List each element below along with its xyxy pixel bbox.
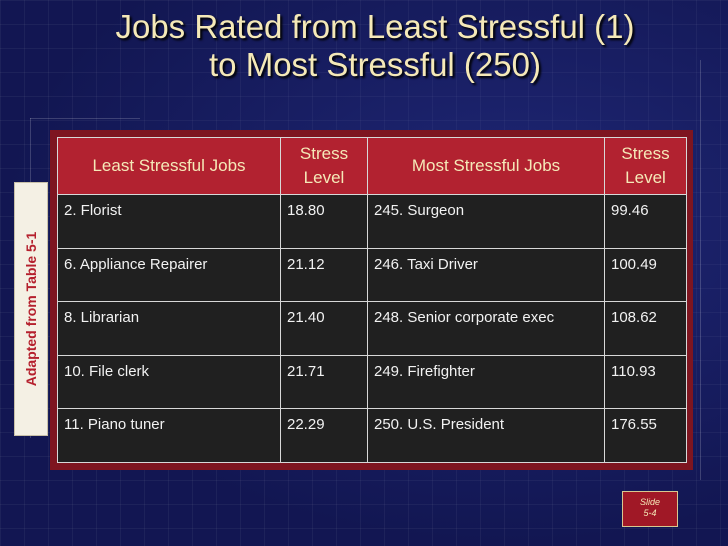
least-job-cell: 8. Librarian bbox=[57, 301, 281, 356]
least-job-cell: 2. Florist bbox=[57, 194, 281, 249]
most-job-cell: 249. Firefighter bbox=[367, 354, 605, 410]
table-row: 2. Florist 18.80 245. Surgeon 99.46 bbox=[57, 194, 687, 249]
least-level-cell: 18.80 bbox=[280, 194, 368, 249]
header-least-stressful-jobs: Least Stressful Jobs bbox=[57, 137, 281, 195]
table-row: 10. File clerk 21.71 249. Firefighter 11… bbox=[57, 354, 687, 410]
most-level-cell: 176.55 bbox=[604, 408, 687, 463]
decorative-line bbox=[30, 118, 140, 119]
most-level-cell: 108.62 bbox=[604, 301, 687, 356]
most-level-cell: 100.49 bbox=[604, 247, 687, 303]
table-row: 8. Librarian 21.40 248. Senior corporate… bbox=[57, 301, 687, 356]
least-job-cell: 6. Appliance Repairer bbox=[57, 247, 281, 303]
source-label-text: Adapted from Table 5-1 bbox=[23, 231, 39, 387]
least-level-cell: 21.12 bbox=[280, 247, 368, 303]
least-job-cell: 11. Piano tuner bbox=[57, 408, 281, 463]
most-job-cell: 245. Surgeon bbox=[367, 194, 605, 249]
header-most-stressful-jobs: Most Stressful Jobs bbox=[367, 137, 605, 195]
slide-number-badge: Slide 5-4 bbox=[622, 491, 678, 527]
stress-table: Least Stressful Jobs Stress Level Most S… bbox=[57, 137, 687, 463]
most-level-cell: 110.93 bbox=[604, 354, 687, 410]
least-level-cell: 21.71 bbox=[280, 354, 368, 410]
table-row: 6. Appliance Repairer 21.12 246. Taxi Dr… bbox=[57, 247, 687, 303]
slide-badge-number: 5-4 bbox=[643, 508, 657, 518]
title-line-2: to Most Stressful (250) bbox=[209, 46, 541, 83]
title-line-1: Jobs Rated from Least Stressful (1) bbox=[115, 8, 635, 45]
least-job-cell: 10. File clerk bbox=[57, 354, 281, 410]
most-job-cell: 248. Senior corporate exec bbox=[367, 301, 605, 356]
most-job-cell: 246. Taxi Driver bbox=[367, 247, 605, 303]
most-job-cell: 250. U.S. President bbox=[367, 408, 605, 463]
header-stress-level: Stress Level bbox=[604, 137, 687, 195]
source-label: Adapted from Table 5-1 bbox=[14, 182, 48, 436]
slide-title: Jobs Rated from Least Stressful (1) to M… bbox=[40, 8, 710, 84]
least-level-cell: 22.29 bbox=[280, 408, 368, 463]
table-frame: Least Stressful Jobs Stress Level Most S… bbox=[50, 130, 693, 470]
table-header-row: Least Stressful Jobs Stress Level Most S… bbox=[57, 137, 687, 195]
slide-badge-label: Slide bbox=[639, 497, 660, 507]
table-row: 11. Piano tuner 22.29 250. U.S. Presiden… bbox=[57, 408, 687, 463]
header-stress-level: Stress Level bbox=[280, 137, 368, 195]
least-level-cell: 21.40 bbox=[280, 301, 368, 356]
decorative-line bbox=[700, 60, 701, 480]
most-level-cell: 99.46 bbox=[604, 194, 687, 249]
